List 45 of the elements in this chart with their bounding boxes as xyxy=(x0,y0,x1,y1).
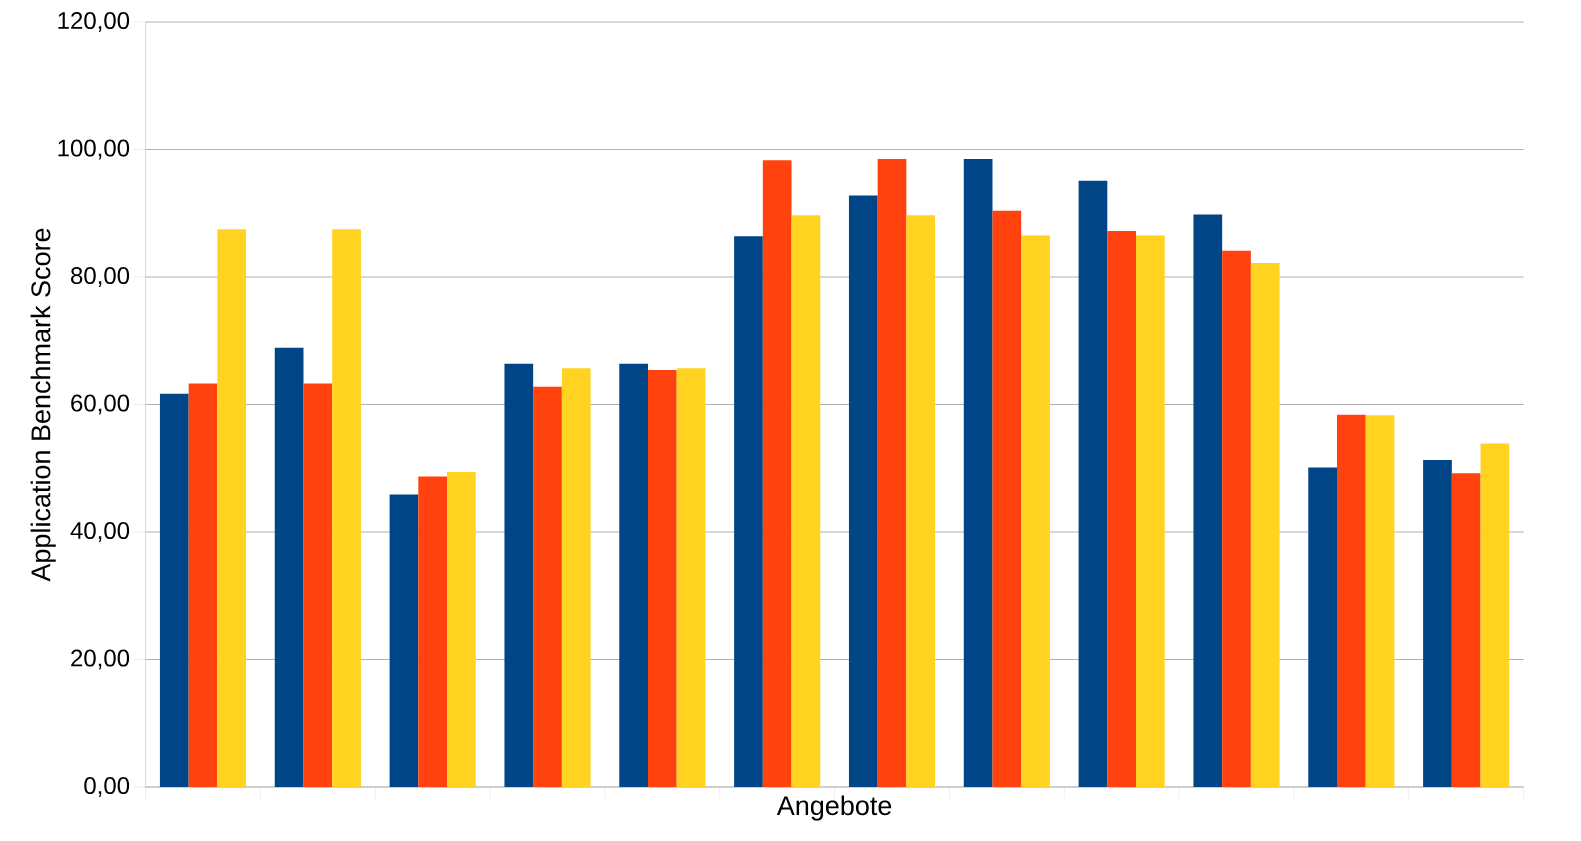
bar xyxy=(963,159,993,787)
bar xyxy=(676,368,706,787)
bar xyxy=(159,393,189,787)
y-tick-label: 60,00 xyxy=(71,394,130,415)
bar xyxy=(1107,231,1137,787)
bar xyxy=(389,494,419,787)
y-tick-label: 80,00 xyxy=(71,267,130,287)
bar xyxy=(274,347,304,787)
y-tick-label: 20,00 xyxy=(71,649,130,670)
bar xyxy=(217,229,247,787)
bar xyxy=(647,370,677,787)
y-tick-label: 100,00 xyxy=(58,139,130,160)
bar xyxy=(734,236,763,787)
bar xyxy=(1078,180,1108,787)
bar xyxy=(877,159,907,787)
y-tick-label: 0,00 xyxy=(84,777,130,797)
bar xyxy=(1336,414,1366,787)
y-tick-label: 120,00 xyxy=(58,12,130,32)
bar xyxy=(447,472,476,787)
bar xyxy=(1222,250,1251,787)
bar xyxy=(188,383,218,787)
bar xyxy=(848,195,878,787)
bar xyxy=(1308,467,1337,787)
bar xyxy=(1250,262,1280,787)
bar xyxy=(762,160,792,787)
bar xyxy=(561,368,591,787)
bar xyxy=(1193,214,1223,787)
bar xyxy=(332,229,361,787)
x-axis-title: Angebote xyxy=(776,795,892,821)
bar xyxy=(906,215,936,787)
bar xyxy=(418,476,448,787)
y-axis-title: Application Benchmark Score xyxy=(30,228,56,582)
bar xyxy=(791,215,821,787)
bar xyxy=(992,210,1022,787)
bar xyxy=(1423,459,1452,787)
bar xyxy=(533,386,562,787)
bar xyxy=(1136,235,1165,787)
bar xyxy=(1021,235,1050,787)
bar xyxy=(619,363,648,787)
y-tick-label: 40,00 xyxy=(70,522,130,542)
bar xyxy=(1480,443,1510,787)
bar xyxy=(504,363,534,787)
bar xyxy=(303,383,333,787)
bar xyxy=(1451,473,1481,787)
bar xyxy=(1365,415,1395,787)
